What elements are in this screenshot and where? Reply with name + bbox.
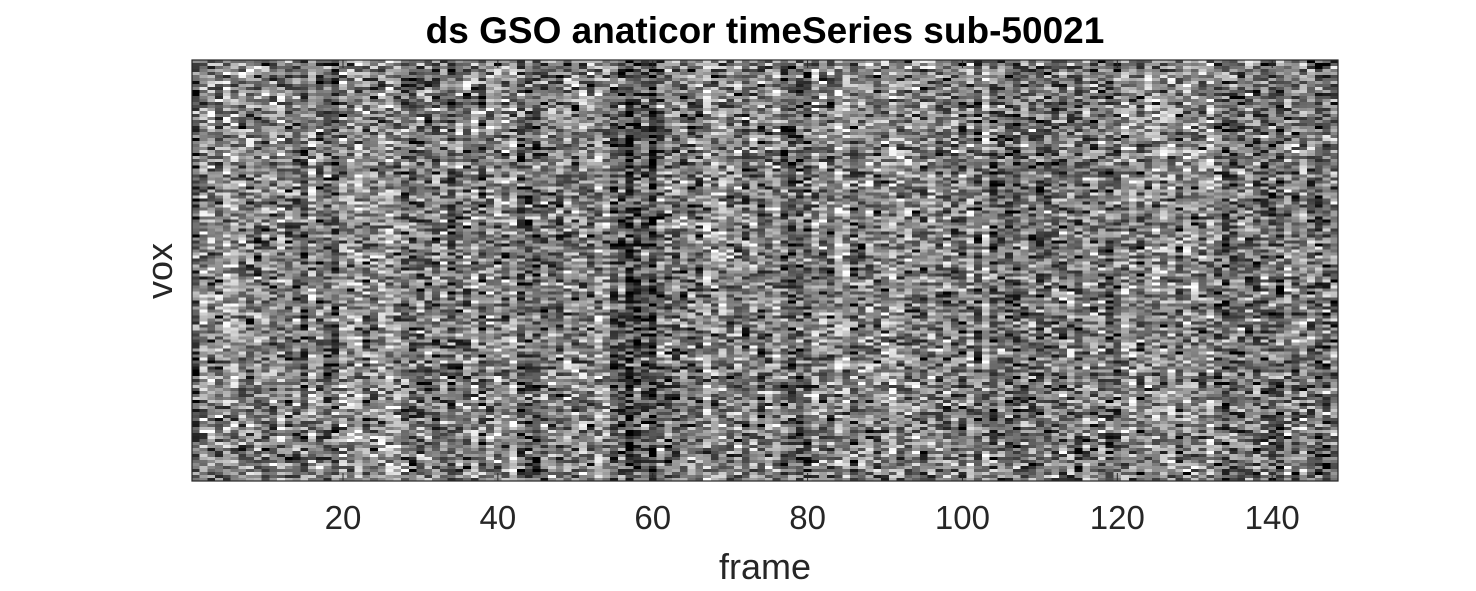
y-axis-label: vox [139,242,180,300]
axes-box [191,59,1339,482]
heatmap [192,60,1338,481]
x-tick-label: 140 [1245,499,1300,536]
x-tick-label: 60 [634,499,671,536]
x-tick-label: 120 [1090,499,1145,536]
x-axis-ticks: 20 40 60 80 100 120 140 [325,60,1300,536]
x-axis-label: frame [718,546,812,587]
heatmap-image [192,60,1338,481]
x-tick-label: 100 [935,499,990,536]
x-tick-label: 20 [325,499,362,536]
x-tick-label: 80 [789,499,826,536]
x-tick-label: 40 [479,499,516,536]
chart-title: ds GSO anaticor timeSeries sub-50021 [425,10,1105,51]
